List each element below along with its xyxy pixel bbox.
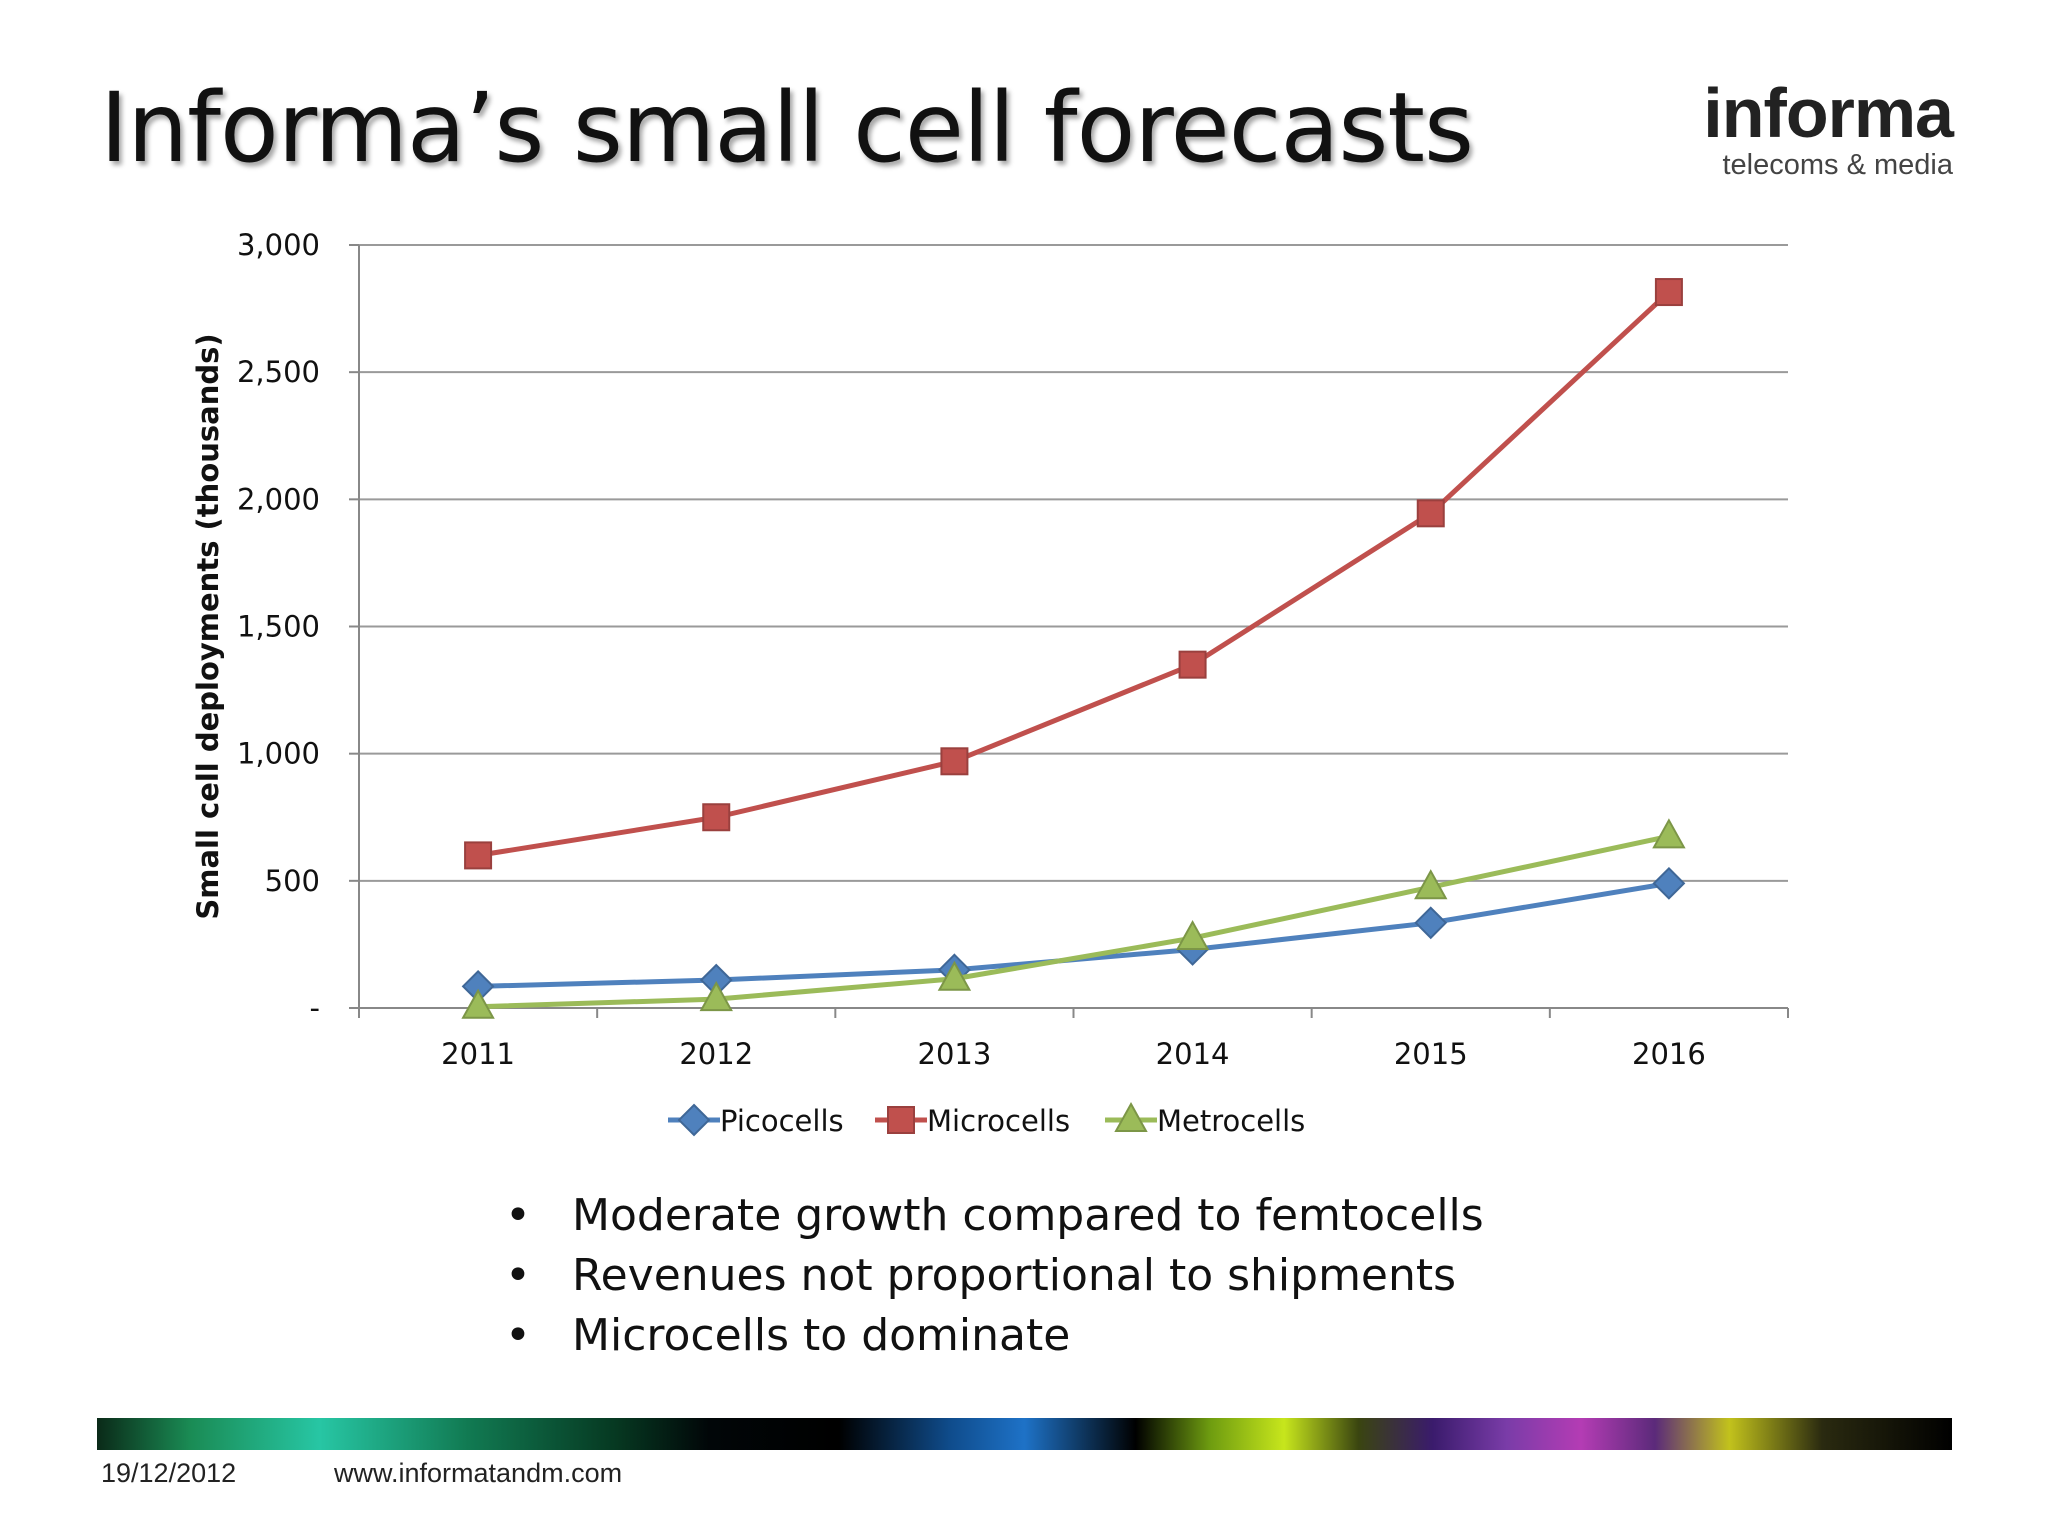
y-tick-label: 1,500 [237,610,320,644]
legend-marker-metrocells [1114,1101,1148,1132]
y-axis-title: Small cell deployments (thousands) [191,333,225,919]
informa-logo: informa telecoms & media [1703,74,1954,183]
data-point-metrocells [461,988,495,1019]
data-point-microcells [702,803,731,832]
data-point-metrocells [1652,818,1686,849]
x-tick-label: 2012 [679,1037,753,1071]
x-tick-label: 2016 [1632,1037,1706,1071]
bullet-list: • Moderate growth compared to femtocells … [505,1186,1484,1366]
data-point-metrocells [1175,919,1210,951]
bullet-item: • Moderate growth compared to femtocells [505,1186,1484,1246]
logo-tagline: telecoms & media [1722,149,1954,181]
bullet-dot: • [505,1310,531,1361]
y-tick-label: 2,500 [237,355,320,389]
data-point-microcells [464,841,493,870]
data-point-microcells [1654,278,1683,307]
x-tick-label: 2015 [1394,1037,1468,1071]
series-line-microcells [477,290,1671,858]
y-tick-label: 500 [265,864,320,898]
footer-url: www.informatandm.com [334,1458,623,1488]
bullet-item: • Revenues not proportional to shipments [505,1246,1484,1306]
bullet-text: Revenues not proportional to shipments [572,1250,1457,1301]
bullet-item: • Microcells to dominate [505,1306,1484,1366]
x-tick-label: 2011 [441,1037,515,1071]
slide-title: Informa’s small cell forecasts [100,72,1474,184]
y-tick-label: - [310,991,320,1025]
data-point-picocells [1652,866,1686,900]
footer-date: 19/12/2012 [101,1458,237,1488]
data-point-microcells [940,747,969,776]
bullet-dot: • [505,1250,531,1301]
legend-label-metrocells: Metrocells [1157,1104,1305,1138]
legend-marker-microcells [887,1106,915,1134]
bullet-text: Moderate growth compared to femtocells [572,1190,1484,1241]
series-line-metrocells [478,833,1670,1010]
y-tick-label: 1,000 [237,737,320,771]
y-tick-label: 2,000 [237,482,320,516]
line-chart: - 500 1,000 1,500 2,000 2,500 3,000 2011 2012 201… [191,228,1789,1138]
legend-label-picocells: Picocells [720,1104,844,1138]
data-point-metrocells [1414,869,1448,900]
bullet-text: Microcells to dominate [572,1310,1071,1361]
series-line-picocells [478,880,1670,989]
x-tick-label: 2013 [918,1037,992,1071]
y-tick-label: 3,000 [237,228,320,262]
legend-marker-picocells [677,1103,711,1137]
data-point-microcells [1178,650,1207,679]
logo-wordmark: informa [1703,74,1954,152]
legend-label-microcells: Microcells [927,1104,1070,1138]
data-point-metrocells [699,981,733,1012]
bullet-dot: • [505,1190,531,1241]
decorative-banner [97,1418,1952,1450]
x-tick-label: 2014 [1156,1037,1230,1071]
data-point-microcells [1416,499,1445,528]
data-point-metrocells [937,960,972,991]
data-point-picocells [1414,906,1448,940]
